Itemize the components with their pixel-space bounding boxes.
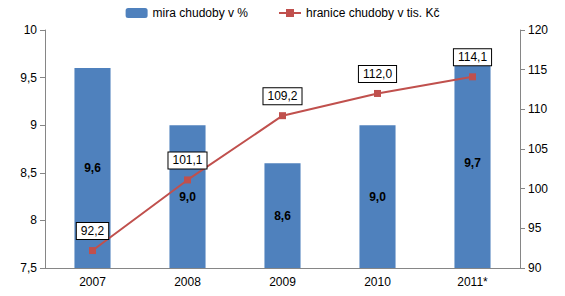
svg-text:105: 105 xyxy=(528,142,548,156)
svg-text:90: 90 xyxy=(528,261,542,275)
svg-text:2011*: 2011* xyxy=(457,275,488,289)
svg-text:9,6: 9,6 xyxy=(84,161,101,175)
svg-text:10: 10 xyxy=(24,23,38,37)
svg-text:101,1: 101,1 xyxy=(172,153,202,167)
svg-text:115: 115 xyxy=(528,63,547,77)
svg-text:2009: 2009 xyxy=(269,275,296,289)
svg-text:7,5: 7,5 xyxy=(20,261,37,275)
svg-text:9,7: 9,7 xyxy=(464,156,481,170)
svg-text:92,2: 92,2 xyxy=(81,224,105,238)
svg-text:120: 120 xyxy=(528,23,548,37)
svg-text:9,0: 9,0 xyxy=(179,190,196,204)
svg-text:2008: 2008 xyxy=(174,275,201,289)
svg-text:110: 110 xyxy=(528,102,547,116)
svg-text:8: 8 xyxy=(30,213,37,227)
svg-text:8,6: 8,6 xyxy=(274,209,291,223)
svg-text:2007: 2007 xyxy=(79,275,106,289)
svg-text:mira chudoby v %: mira chudoby v % xyxy=(153,6,249,20)
svg-text:2010: 2010 xyxy=(364,275,391,289)
svg-text:112,0: 112,0 xyxy=(363,67,392,81)
svg-text:8,5: 8,5 xyxy=(20,166,37,180)
svg-text:9,5: 9,5 xyxy=(20,71,37,85)
svg-text:hranice chudoby v tis. Kč: hranice chudoby v tis. Kč xyxy=(306,6,439,20)
svg-text:95: 95 xyxy=(528,221,542,235)
svg-text:114,1: 114,1 xyxy=(458,50,487,64)
svg-text:100: 100 xyxy=(528,182,548,196)
svg-text:109,2: 109,2 xyxy=(267,89,297,103)
svg-text:9,0: 9,0 xyxy=(369,190,386,204)
svg-text:9: 9 xyxy=(30,118,37,132)
